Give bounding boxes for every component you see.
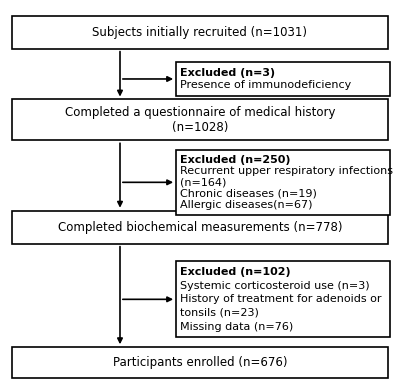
Text: Presence of immunodeficiency: Presence of immunodeficiency: [180, 80, 351, 90]
Text: tonsils (n=23): tonsils (n=23): [180, 308, 259, 318]
Text: (n=164): (n=164): [180, 177, 226, 187]
Text: Subjects initially recruited (n=1031): Subjects initially recruited (n=1031): [92, 26, 308, 39]
Text: Systemic corticosteroid use (n=3): Systemic corticosteroid use (n=3): [180, 281, 370, 291]
FancyBboxPatch shape: [176, 62, 390, 96]
Text: Completed biochemical measurements (n=778): Completed biochemical measurements (n=77…: [58, 221, 342, 234]
FancyBboxPatch shape: [12, 211, 388, 244]
Text: Participants enrolled (n=676): Participants enrolled (n=676): [113, 356, 287, 369]
Text: Chronic diseases (n=19): Chronic diseases (n=19): [180, 189, 317, 199]
Text: History of treatment for adenoids or: History of treatment for adenoids or: [180, 294, 382, 304]
FancyBboxPatch shape: [176, 150, 390, 214]
Text: Missing data (n=76): Missing data (n=76): [180, 322, 293, 332]
FancyBboxPatch shape: [12, 99, 388, 140]
FancyBboxPatch shape: [12, 347, 388, 378]
Text: Allergic diseases(n=67): Allergic diseases(n=67): [180, 200, 312, 210]
Text: Completed a questionnaire of medical history
(n=1028): Completed a questionnaire of medical his…: [65, 106, 335, 134]
FancyBboxPatch shape: [12, 16, 388, 49]
Text: Recurrent upper respiratory infections: Recurrent upper respiratory infections: [180, 166, 393, 176]
FancyBboxPatch shape: [176, 261, 390, 337]
Text: Excluded (n=102): Excluded (n=102): [180, 267, 291, 277]
Text: Excluded (n=250): Excluded (n=250): [180, 155, 290, 165]
Text: Excluded (n=3): Excluded (n=3): [180, 67, 275, 78]
